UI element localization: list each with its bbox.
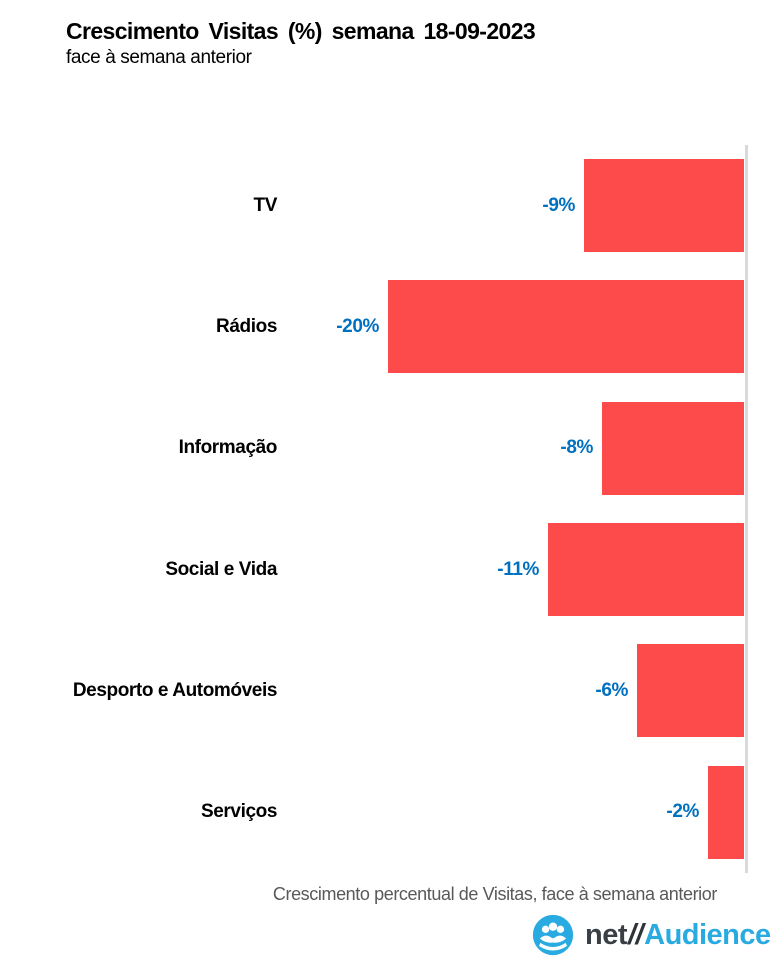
bar bbox=[637, 644, 744, 738]
category-label: TV bbox=[253, 194, 278, 216]
chart-row: Social e Vida -11% bbox=[0, 509, 777, 630]
bar-chart: TV -9% Rádios -20% Informação -8% Social e Vid… bbox=[0, 145, 777, 873]
chart-row: Desporto e Automóveis -6% bbox=[0, 630, 777, 751]
value-label: -2% bbox=[666, 801, 699, 823]
chart-row: Informação -8% bbox=[0, 388, 777, 509]
value-label: -6% bbox=[595, 679, 628, 701]
category-label: Desporto e Automóveis bbox=[72, 679, 278, 701]
netaudience-logo: net//Audience bbox=[532, 913, 771, 957]
chart-title: Crescimento Visitas (%) semana 18-09-202… bbox=[66, 18, 536, 44]
chart-row: Rádios -20% bbox=[0, 266, 777, 387]
bar bbox=[708, 765, 744, 859]
logo-wordmark: net//Audience bbox=[585, 913, 771, 957]
value-label: -11% bbox=[497, 558, 539, 580]
value-label: -8% bbox=[560, 437, 593, 459]
logo-slashes-text: // bbox=[628, 919, 644, 951]
chart-subtitle: face à semana anterior bbox=[66, 47, 252, 68]
chart-row: TV -9% bbox=[0, 145, 777, 266]
bar bbox=[548, 523, 744, 616]
logo-audience-text: Audience bbox=[644, 919, 771, 951]
people-globe-icon bbox=[532, 914, 574, 956]
category-label: Social e Vida bbox=[165, 558, 277, 580]
value-label: -9% bbox=[542, 194, 575, 216]
chart-caption: Crescimento percentual de Visitas, face … bbox=[272, 884, 718, 904]
category-label: Informação bbox=[178, 437, 278, 459]
category-label: Rádios bbox=[216, 315, 277, 337]
value-label: -20% bbox=[336, 315, 379, 337]
logo-net-text: net bbox=[585, 919, 628, 951]
chart-row: Serviços -2% bbox=[0, 752, 777, 873]
bar bbox=[584, 159, 744, 252]
zero-axis-line bbox=[745, 145, 748, 873]
chart-header: Crescimento Visitas (%) semana 18-09-202… bbox=[66, 17, 536, 70]
bar bbox=[602, 401, 744, 495]
bar bbox=[388, 280, 744, 374]
category-label: Serviços bbox=[200, 801, 277, 823]
